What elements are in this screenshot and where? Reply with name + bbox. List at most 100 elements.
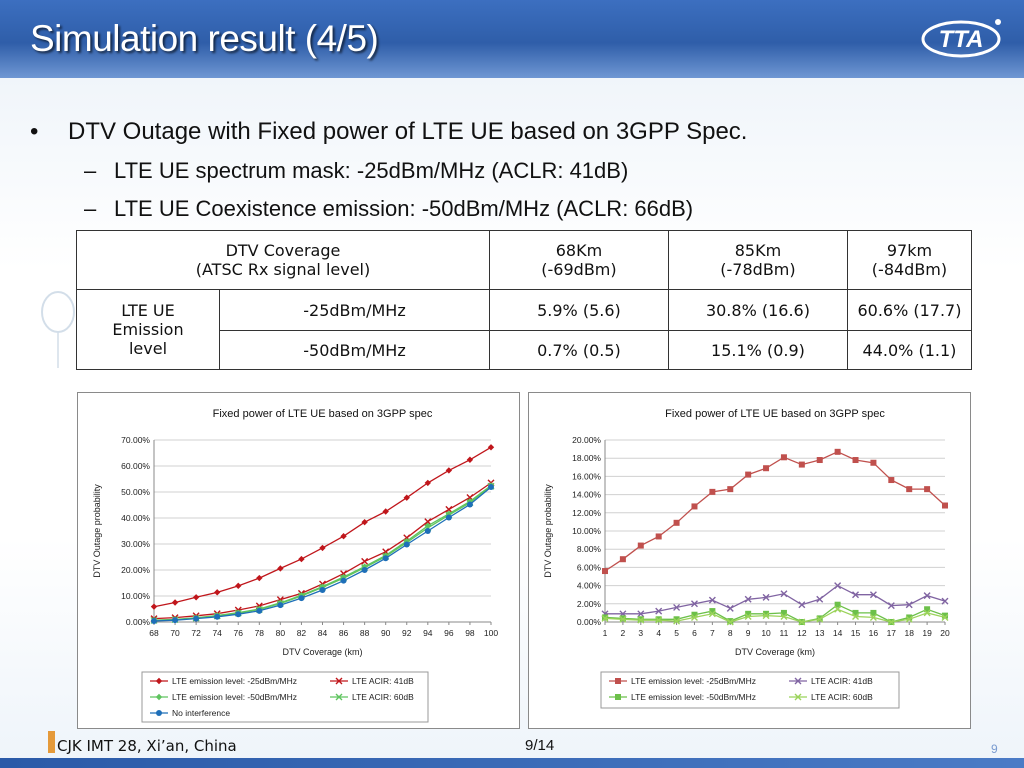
- point-square: [780, 609, 787, 616]
- point-square: [745, 610, 752, 617]
- x-tick-label: 16: [869, 628, 879, 638]
- x-tick-label: 86: [339, 628, 349, 638]
- point-x: [708, 610, 716, 618]
- x-tick-label: 13: [815, 628, 825, 638]
- bullet-text: DTV Outage with Fixed power of LTE UE ba…: [68, 118, 748, 145]
- point-x: [361, 557, 369, 565]
- point-diamond: [235, 582, 242, 590]
- footer-accent-bar: [48, 731, 55, 753]
- point-diamond: [403, 494, 410, 501]
- point-x: [762, 612, 770, 620]
- point-x: [335, 677, 343, 685]
- point-circle: [277, 602, 284, 609]
- table-cell: 0.7% (0.5): [488, 330, 669, 370]
- point-circle: [466, 501, 473, 508]
- y-tick-label: 20.00%: [572, 435, 601, 445]
- legend-box: [600, 671, 900, 709]
- point-square: [619, 556, 626, 563]
- point-x: [794, 693, 802, 701]
- point-x: [744, 613, 752, 621]
- y-tick-label: 0.00%: [577, 617, 602, 627]
- x-tick-label: 72: [191, 628, 201, 638]
- x-tick-label: 88: [360, 628, 370, 638]
- x-tick-label: 8: [728, 628, 733, 638]
- point-circle: [488, 484, 494, 491]
- header-label-line2: (ATSC Rx signal level): [195, 260, 371, 279]
- bullet-glyph: •: [30, 118, 39, 145]
- point-square: [906, 614, 913, 621]
- sub-bullet-text: LTE UE spectrum mask: -25dBm/MHz (ACLR: …: [114, 158, 629, 183]
- point-diamond: [487, 444, 495, 451]
- point-circle: [256, 607, 263, 614]
- series-group: [150, 482, 495, 624]
- legend-label: LTE ACIR: 60dB: [352, 692, 414, 702]
- y-tick-label: 10.00%: [121, 591, 150, 601]
- point-x: [869, 613, 877, 621]
- point-square: [816, 457, 823, 464]
- point-x: [601, 614, 609, 622]
- legend-item: LTE ACIR: 41dB: [789, 676, 873, 686]
- point-square: [691, 611, 698, 618]
- x-tick-label: 82: [297, 628, 307, 638]
- point-diamond: [382, 508, 389, 515]
- legend-label: LTE emission level: -25dBm/MHz: [631, 676, 756, 686]
- series-line: [153, 486, 492, 622]
- x-tick-label: 94: [423, 628, 433, 638]
- point-diamond: [277, 565, 284, 572]
- point-square: [888, 477, 895, 484]
- x-tick-label: 15: [851, 628, 861, 638]
- x-tick-label: 90: [381, 628, 391, 638]
- point-circle: [361, 567, 368, 573]
- point-x: [798, 618, 806, 626]
- point-diamond: [192, 594, 200, 601]
- point-x: [941, 597, 949, 605]
- dash-glyph: –: [84, 196, 97, 221]
- header-cell-line2: (-84dBm): [871, 260, 948, 279]
- point-square: [780, 454, 787, 461]
- y-tick-label: 60.00%: [121, 461, 150, 471]
- point-circle: [151, 617, 157, 624]
- series-group: [601, 605, 949, 626]
- point-x: [887, 618, 895, 626]
- point-x: [637, 616, 645, 624]
- point-square: [834, 601, 841, 608]
- x-tick-label: 74: [212, 628, 222, 638]
- point-diamond: [213, 589, 221, 596]
- row-label: -50dBm/MHz: [219, 330, 490, 370]
- point-diamond: [298, 555, 305, 563]
- series-line: [605, 584, 946, 615]
- point-x: [655, 607, 663, 615]
- point-circle: [382, 555, 389, 562]
- x-tick-label: 12: [797, 628, 807, 638]
- point-x: [637, 610, 645, 618]
- point-circle: [298, 595, 305, 602]
- header-cell-line2: (-78dBm): [720, 260, 796, 279]
- point-square: [637, 542, 644, 549]
- point-x: [726, 618, 734, 626]
- x-tick-label: 3: [638, 628, 643, 638]
- point-square: [709, 488, 716, 495]
- point-square: [709, 608, 716, 615]
- point-diamond: [155, 693, 163, 701]
- x-tick-label: 4: [656, 628, 661, 638]
- point-square: [942, 502, 948, 509]
- legend-label: LTE emission level: -50dBm/MHz: [631, 692, 756, 702]
- y-tick-label: 8.00%: [577, 544, 602, 554]
- point-x: [869, 591, 877, 599]
- legend-label: LTE emission level: -50dBm/MHz: [172, 692, 297, 702]
- x-tick-label: 84: [318, 628, 328, 638]
- y-axis-label: DTV Outage probability: [543, 484, 553, 578]
- header-cell-line1: 68Km: [555, 241, 603, 260]
- balloon-decoration: [41, 291, 75, 368]
- series-line: [604, 451, 946, 572]
- legend-item: LTE ACIR: 60dB: [789, 692, 873, 702]
- legend-item: LTE ACIR: 60dB: [330, 692, 414, 702]
- y-tick-label: 70.00%: [121, 435, 150, 445]
- legend-item: LTE emission level: -25dBm/MHz: [150, 676, 297, 686]
- point-x: [726, 604, 734, 612]
- x-tick-label: 96: [444, 628, 454, 638]
- row-group-label: LTE UE Emission level: [76, 289, 220, 370]
- point-square: [763, 465, 770, 472]
- x-axis-label: DTV Coverage (km): [282, 647, 362, 657]
- legend-label: LTE ACIR: 41dB: [352, 676, 414, 686]
